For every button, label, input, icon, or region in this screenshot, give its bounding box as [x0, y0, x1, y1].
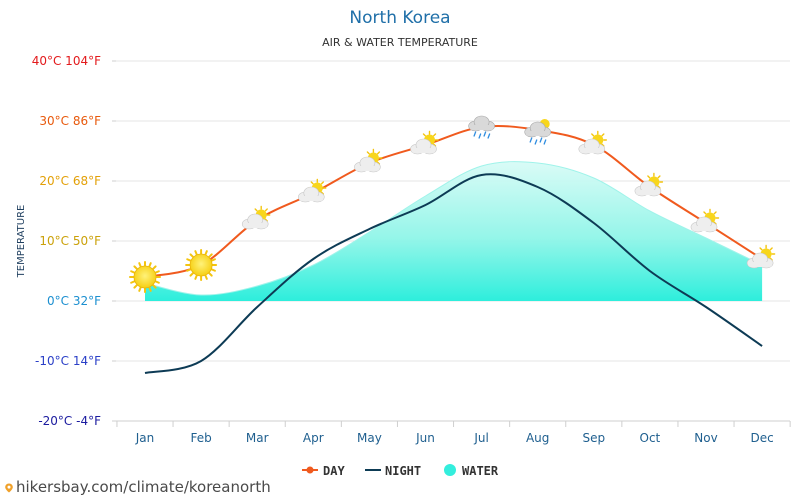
x-tick-label: May: [357, 431, 382, 445]
legend-label-day: DAY: [323, 464, 345, 478]
x-tick-label: Feb: [190, 431, 211, 445]
y-tick-label: -20°C -4°F: [38, 414, 101, 428]
weather-icons: [129, 115, 776, 293]
chart-title: North Korea: [349, 8, 450, 28]
x-tick-label: Dec: [750, 431, 773, 445]
x-tick-label: Mar: [246, 431, 269, 445]
rain-cloud-icon: [468, 115, 495, 139]
x-tick-label: Oct: [640, 431, 661, 445]
sun-rays: [129, 261, 161, 293]
legend-label-water: WATER: [462, 464, 499, 478]
x-tick-label: Apr: [303, 431, 324, 445]
partly-cloudy-icon: [354, 148, 383, 173]
night-line: [144, 173, 763, 374]
night-series: [144, 173, 763, 374]
partly-cloudy-icon: [578, 130, 607, 155]
partly-cloudy-icon: [746, 244, 776, 269]
rain-sun-cloud-icon: [524, 119, 552, 145]
chart-legend: DAY NIGHT WATER: [302, 464, 499, 478]
y-tick-label: 10°C 50°F: [39, 234, 101, 248]
x-axis-ticks: Jan Feb Mar Apr May Jun Jul Aug Sep Oct Nov Dec: [116, 421, 791, 445]
partly-cloudy-icon: [690, 208, 720, 233]
partly-cloudy-icon: [297, 178, 327, 203]
chart-subtitle: AIR & WATER TEMPERATURE: [322, 36, 478, 49]
x-tick-label: Jul: [473, 431, 488, 445]
y-tick-label: 0°C 32°F: [47, 294, 101, 308]
partly-cloudy-icon: [241, 205, 271, 230]
sun-icon: [129, 261, 161, 293]
x-tick-label: Jan: [135, 431, 155, 445]
legend-item-night: NIGHT: [365, 464, 421, 478]
x-tick-label: Jun: [415, 431, 435, 445]
map-pin-icon: [5, 483, 13, 493]
legend-label-night: NIGHT: [385, 464, 421, 478]
water-series: [144, 161, 763, 301]
y-axis-ticks: 40°C 104°F 30°C 86°F 20°C 68°F 10°C 50°F 0°C…: [32, 54, 101, 428]
y-tick-label: 40°C 104°F: [32, 54, 101, 68]
x-tick-label: Sep: [582, 431, 605, 445]
sun-icon: [185, 249, 218, 281]
sun-rays: [185, 249, 218, 281]
x-tick-label: Aug: [526, 431, 549, 445]
partly-cloudy-icon: [634, 172, 664, 197]
source-footer[interactable]: hikersbay.com/climate/koreanorth: [4, 478, 271, 496]
legend-item-water: WATER: [444, 464, 499, 478]
y-axis-label: TEMPERATURE: [16, 205, 27, 279]
source-link[interactable]: hikersbay.com/climate/koreanorth: [16, 478, 271, 496]
y-tick-label: 20°C 68°F: [39, 174, 101, 188]
water-area: [145, 161, 763, 301]
partly-cloudy-icon: [410, 130, 439, 155]
y-tick-label: -10°C 14°F: [35, 354, 101, 368]
y-tick-label: 30°C 86°F: [39, 114, 101, 128]
x-tick-label: Nov: [694, 431, 717, 445]
water-edge: [144, 161, 763, 296]
legend-item-day: DAY: [302, 464, 345, 478]
